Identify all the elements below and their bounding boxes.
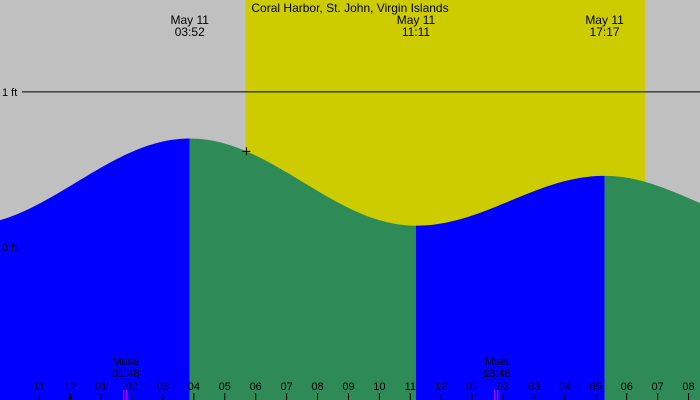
- x-tick-label: 05: [219, 381, 231, 393]
- x-tick-label: 12: [64, 381, 76, 393]
- x-tick-label: 06: [621, 381, 633, 393]
- x-tick-label: 05: [590, 381, 602, 393]
- x-tick-label: 12: [435, 381, 447, 393]
- rising-tide-area: [415, 175, 605, 400]
- midnight-marker: [68, 393, 73, 399]
- x-tick-label: 01: [95, 381, 107, 393]
- tide-event-time: 17:17: [590, 25, 620, 39]
- falling-tide-area: [604, 175, 700, 400]
- x-tick-label: 07: [652, 381, 664, 393]
- x-tick-label: 08: [682, 381, 694, 393]
- moon-event-time: 01:48: [112, 368, 140, 380]
- y-axis-label: 0 ft: [2, 242, 17, 254]
- rising-tide-area: [0, 138, 190, 400]
- x-tick-label: 11: [405, 381, 416, 393]
- tide-event-time: 11:11: [402, 25, 431, 39]
- x-tick-label: 03: [157, 381, 169, 393]
- y-axis-label: 1 ft: [2, 87, 17, 99]
- x-tick-label: 11: [34, 381, 45, 393]
- moon-event-label: Mrise: [112, 356, 139, 368]
- tide-event-time: 03:52: [175, 25, 205, 39]
- x-tick-label: 10: [373, 381, 385, 393]
- x-tick-label: 07: [280, 381, 292, 393]
- tide-event-date: May 11: [397, 13, 436, 27]
- x-tick-label: 09: [342, 381, 354, 393]
- x-tick-label: 04: [559, 381, 571, 393]
- x-tick-label: 02: [126, 381, 138, 393]
- chart-title: Coral Harbor, St. John, Virgin Islands: [251, 1, 448, 15]
- x-tick-label: 08: [311, 381, 323, 393]
- tide-event-date: May 11: [171, 13, 210, 27]
- x-tick-label: 03: [528, 381, 540, 393]
- moon-event-time: 13:48: [483, 368, 511, 380]
- falling-tide-area: [189, 138, 416, 400]
- x-tick-label: 04: [188, 381, 200, 393]
- x-tick-label: 06: [250, 381, 262, 393]
- tide-event-date: May 11: [585, 13, 624, 27]
- x-tick-label: 02: [497, 381, 509, 393]
- x-tick-label: 01: [466, 381, 478, 393]
- moon-event-label: Mset: [485, 356, 509, 368]
